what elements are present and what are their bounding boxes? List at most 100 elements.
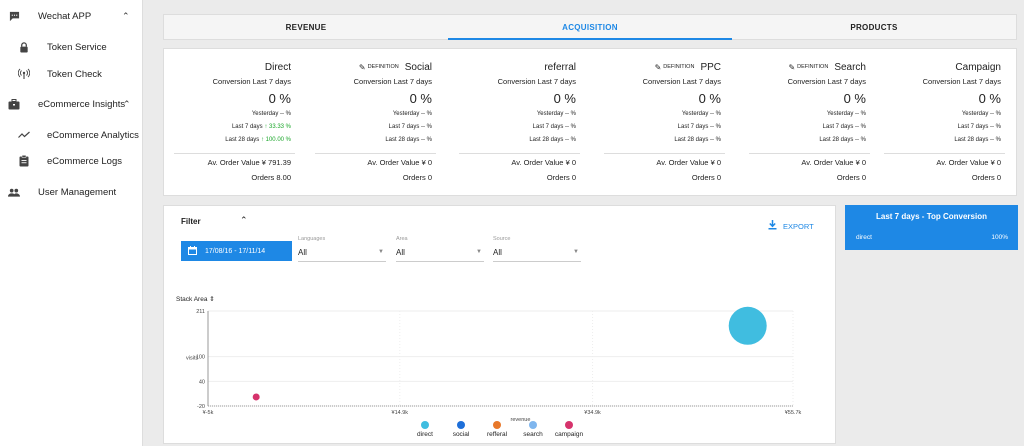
kpi-name: PPC xyxy=(700,61,721,73)
sidebar-item-label: Wechat APP xyxy=(38,10,92,22)
sidebar-item-wechat-app[interactable]: Wechat APP ⌃ xyxy=(0,5,143,27)
select-value: All xyxy=(493,248,502,257)
top-conversion-card: Last 7 days - Top Conversion direct 100% xyxy=(845,205,1018,250)
legend-item[interactable]: campaign xyxy=(551,421,587,438)
kpi-column: referral Conversion Last 7 days 0 % Yesterd… xyxy=(449,49,580,197)
last28-value: ↑ 100.00 % xyxy=(260,137,291,143)
filter-chart-panel: Filter ⌃ EXPORT 17/08/16 - 17/11/14 Lang… xyxy=(163,205,836,444)
kpi-name: Direct xyxy=(264,61,291,73)
chevron-up-icon[interactable]: ⌃ xyxy=(123,98,131,109)
conversion-label: Conversion Last 7 days xyxy=(353,77,432,86)
sidebar-item-token-check[interactable]: Token Check xyxy=(0,63,143,85)
x-tick-label: ¥-5k xyxy=(203,410,214,416)
divider xyxy=(604,153,725,154)
conversion-value: 0 % xyxy=(698,91,721,106)
pencil-icon: ✎ xyxy=(788,62,796,72)
tab-acquisition[interactable]: ACQUISITION xyxy=(448,15,732,40)
data-point-campaign xyxy=(252,393,260,401)
export-label: EXPORT xyxy=(783,222,814,231)
definition-button[interactable]: ✎ DEFINITION xyxy=(655,63,695,72)
legend-item[interactable]: refferal xyxy=(479,421,515,438)
caret-down-icon: ▼ xyxy=(476,249,482,255)
last28-text: Last 28 days -- % xyxy=(529,137,576,143)
sidebar-item-ecommerce-logs[interactable]: eCommerce Logs xyxy=(0,150,143,172)
sidebar-item-token-service[interactable]: Token Service xyxy=(0,36,143,58)
chart-mode-toggle[interactable]: Stack Area ⇕ xyxy=(176,296,215,303)
scatter-chart: 211 100 40 -20¥-5k ¥14.9k ¥34.9k ¥55.7k revenue… xyxy=(186,306,802,421)
trend-icon xyxy=(18,129,30,141)
definition-button[interactable]: ✎ DEFINITION xyxy=(359,63,399,72)
top-conversion-value: 100% xyxy=(991,234,1008,241)
tab-products[interactable]: PRODUCTS xyxy=(850,22,898,32)
last28-text: Last 28 days -- % xyxy=(674,137,721,143)
kpi-column: ✎ DEFINITION Social Conversion Last 7 days 0… xyxy=(305,49,436,197)
legend-item[interactable]: search xyxy=(515,421,551,438)
avg-order-value: Av. Order Value ¥ 791.39 xyxy=(207,158,291,167)
chart-legend: direct social refferal search campaign xyxy=(407,421,587,438)
download-icon xyxy=(768,220,777,233)
select-label: Area xyxy=(396,236,408,242)
yesterday-stat: Yesterday -- % xyxy=(392,111,432,117)
avg-order-value: Av. Order Value ¥ 0 xyxy=(511,158,576,167)
kpi-header: ✎ DEFINITION PPC xyxy=(594,61,721,73)
kpi-name: Search xyxy=(834,61,866,73)
legend-item[interactable]: direct xyxy=(407,421,443,438)
orders-count: Orders 0 xyxy=(546,173,576,182)
sidebar-item-label: Token Service xyxy=(47,41,107,53)
source-select[interactable]: Source All ▼ xyxy=(493,236,581,262)
languages-select[interactable]: Languages All ▼ xyxy=(298,236,386,262)
last7-text: Last 7 days -- % xyxy=(532,124,576,130)
kpi-column: ✎ DEFINITION PPC Conversion Last 7 days 0 % Y… xyxy=(594,49,725,197)
orders-count: Orders 0 xyxy=(971,173,1001,182)
date-range-button[interactable]: 17/08/16 - 17/11/14 xyxy=(181,241,292,261)
conversion-value: 0 % xyxy=(409,91,432,106)
divider xyxy=(749,153,870,154)
area-select[interactable]: Area All ▼ xyxy=(396,236,484,262)
last28-stat: Last 28 days -- % xyxy=(529,137,576,143)
chevron-up-icon[interactable]: ⌃ xyxy=(122,10,130,21)
orders-count: Orders 0 xyxy=(402,173,432,182)
sidebar-item-ecommerce-analytics[interactable]: eCommerce Analytics xyxy=(0,124,143,146)
caret-down-icon: ▼ xyxy=(378,249,384,255)
tab-revenue[interactable]: REVENUE xyxy=(285,22,327,32)
kpi-header: Campaign xyxy=(874,61,1001,73)
sidebar-item-user-management[interactable]: User Management xyxy=(0,181,143,203)
legend-dot xyxy=(421,421,429,429)
last7-stat: Last 7 days -- % xyxy=(678,124,721,130)
kpi-header: referral xyxy=(449,61,576,73)
select-value: All xyxy=(396,248,405,257)
conversion-label: Conversion Last 7 days xyxy=(787,77,866,86)
x-tick-label: ¥34.9k xyxy=(584,410,601,416)
yesterday-stat: Yesterday -- % xyxy=(826,111,866,117)
legend-label: social xyxy=(452,431,470,438)
conversion-value: 0 % xyxy=(978,91,1001,106)
kpi-name: Social xyxy=(404,61,432,73)
date-range-label: 17/08/16 - 17/11/14 xyxy=(205,247,266,255)
yesterday-stat: Yesterday -- % xyxy=(251,111,291,117)
orders-count: Orders 0 xyxy=(836,173,866,182)
last7-stat: Last 7 days -- % xyxy=(389,124,432,130)
chevron-up-icon[interactable]: ⌃ xyxy=(240,215,248,225)
last28-stat: Last 28 days -- % xyxy=(954,137,1001,143)
definition-button[interactable]: ✎ DEFINITION xyxy=(788,63,828,72)
orders-count: Orders 0 xyxy=(691,173,721,182)
sidebar-item-label: eCommerce Analytics xyxy=(47,129,139,141)
y-tick-label: 211 xyxy=(196,309,205,315)
legend-dot xyxy=(529,421,537,429)
legend-label: direct xyxy=(417,431,433,438)
export-button[interactable]: EXPORT xyxy=(768,220,814,233)
y-axis-label: visits xyxy=(186,356,198,362)
x-tick-label: ¥14.9k xyxy=(392,410,409,416)
divider xyxy=(884,153,1005,154)
legend-item[interactable]: social xyxy=(443,421,479,438)
top-conversion-source: direct xyxy=(856,234,872,241)
calendar-icon xyxy=(188,245,197,257)
conversion-value: 0 % xyxy=(268,91,291,106)
yesterday-stat: Yesterday -- % xyxy=(681,111,721,117)
conversion-value: 0 % xyxy=(553,91,576,106)
last28-text: Last 28 days -- % xyxy=(385,137,432,143)
conversion-label: Conversion Last 7 days xyxy=(642,77,721,86)
select-label: Source xyxy=(493,236,511,242)
pencil-icon: ✎ xyxy=(358,62,366,72)
sidebar-item-ecommerce-insights[interactable]: eCommerce Insights ⌃ xyxy=(0,93,143,115)
